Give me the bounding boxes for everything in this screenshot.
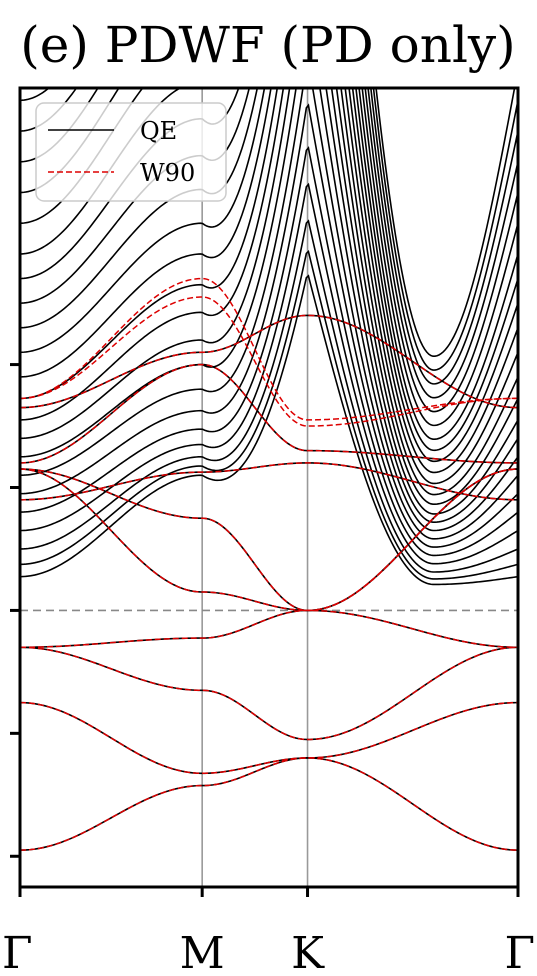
qe-band-19: [20, 88, 518, 506]
qe-band-2: [20, 609, 518, 649]
legend-box: [35, 102, 227, 202]
qe-band-31: [375, 88, 516, 358]
y-ticks: [10, 363, 20, 858]
qe-band-29: [20, 88, 518, 385]
qe-band-12: [20, 182, 518, 565]
w90-band-10: [20, 277, 518, 421]
x-tick-label: Γ: [504, 928, 535, 976]
qe-band-13: [20, 146, 518, 557]
qe-band-24: [20, 88, 518, 452]
w90-bands: [20, 277, 518, 851]
qe-band-28: [20, 88, 518, 399]
legend: QE W90: [35, 102, 227, 202]
w90-band-2: [20, 609, 518, 649]
qe-band-20: [20, 88, 518, 496]
w90-band-0: [20, 757, 518, 851]
qe-band-23: [20, 88, 518, 463]
qe-band-21: [20, 88, 518, 485]
high-symmetry-lines: [201, 88, 309, 887]
w90-band-7: [20, 363, 518, 464]
w90-band-6: [20, 314, 518, 409]
qe-band-0: [20, 757, 518, 851]
x-tick-label: Γ: [2, 928, 33, 976]
w90-band-9: [20, 296, 518, 427]
chart-title: (e) PDWF (PD only): [20, 16, 515, 74]
legend-w90-label: W90: [140, 159, 195, 187]
w90-band-5: [20, 468, 518, 612]
x-tick-label: K: [291, 928, 325, 976]
qe-band-30: [20, 88, 518, 371]
qe-band-14: [20, 103, 518, 548]
w90-band-3: [20, 646, 518, 741]
w90-band-8: [20, 462, 518, 501]
legend-qe-label: QE: [140, 117, 177, 145]
qe-band-15: [20, 88, 518, 540]
qe-band-9: [20, 274, 518, 586]
x-tick-label: M: [180, 928, 225, 976]
qe-band-16: [20, 88, 518, 532]
qe-band-17: [20, 88, 518, 524]
qe-band-22: [20, 88, 518, 474]
qe-band-18: [20, 88, 518, 515]
w90-band-1: [20, 701, 518, 775]
